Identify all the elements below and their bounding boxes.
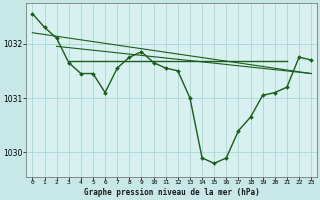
X-axis label: Graphe pression niveau de la mer (hPa): Graphe pression niveau de la mer (hPa) [84,188,260,197]
